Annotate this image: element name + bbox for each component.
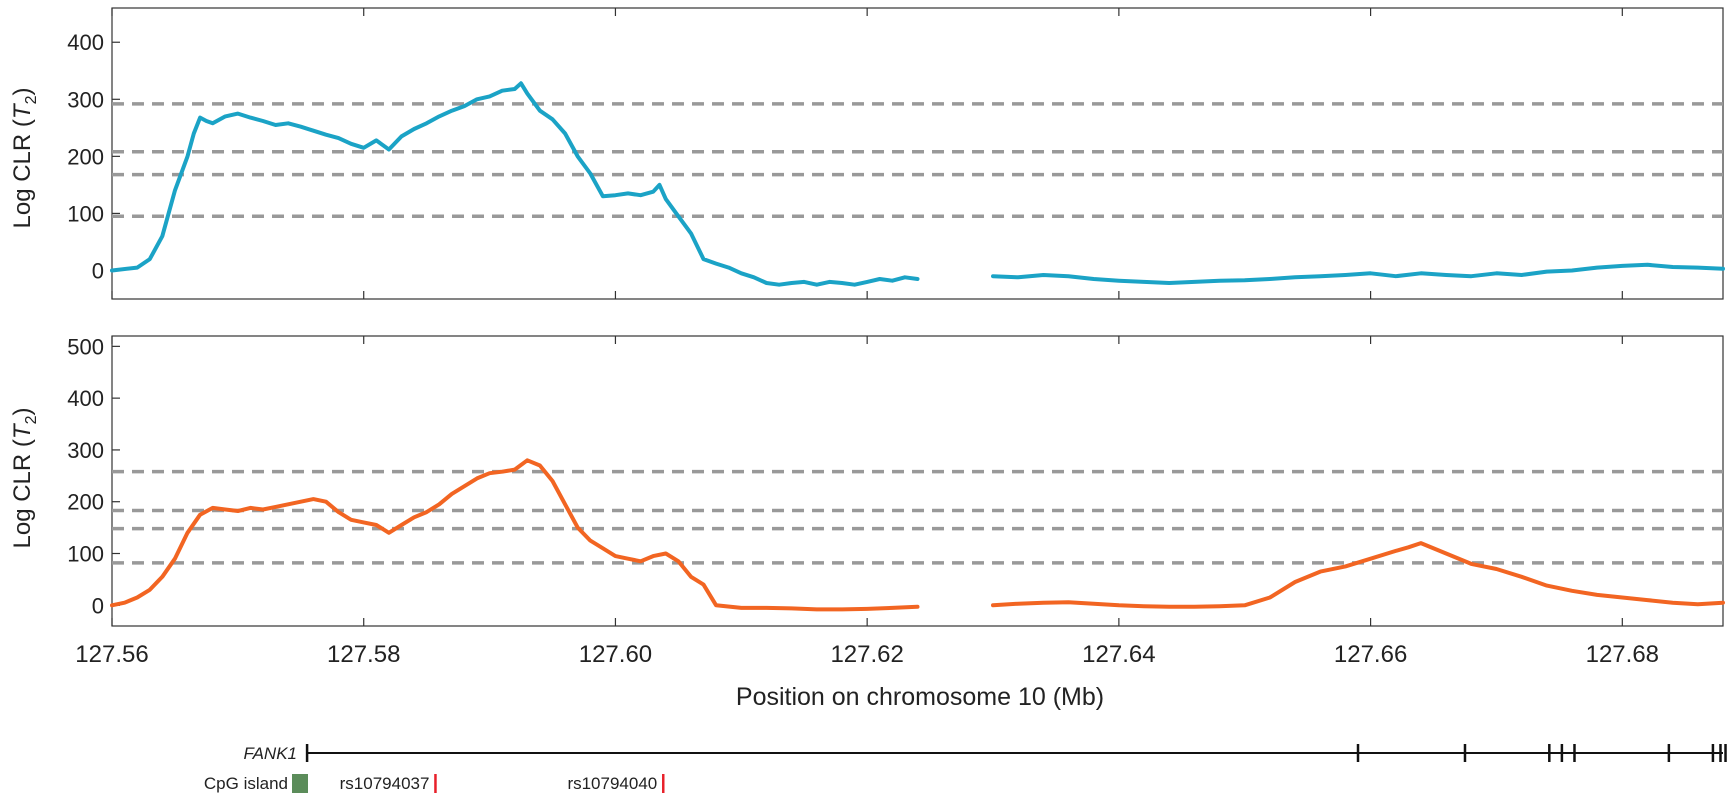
- x-tick-label: 127.56: [75, 641, 148, 668]
- top-y-tick-label: 200: [67, 144, 104, 169]
- top-y-tick-label: 400: [67, 30, 104, 55]
- x-tick-label: 127.62: [830, 641, 903, 668]
- bottom-y-tick-label: 100: [67, 542, 104, 567]
- top-y-ticks: 0 100 200 300 400: [67, 30, 120, 283]
- cpg-island-marker: [292, 774, 308, 793]
- bottom-y-ticks: 0 100 200 300 400 500: [67, 334, 120, 618]
- bottom-series-line-segment-0: [110, 458, 920, 612]
- x-tick-labels: 127.56 127.58 127.60 127.62 127.64 127.66 127.…: [75, 641, 1659, 668]
- top-panel: 0 100 200 300 400 Log CLR (T2): [9, 7, 1725, 300]
- bottom-y-tick-label: 500: [67, 334, 104, 359]
- bottom-y-tick-label: 400: [67, 386, 104, 411]
- top-y-label: Log CLR (T2): [9, 88, 40, 229]
- bottom-y-tick-label: 300: [67, 438, 104, 463]
- bottom-threshold-lines: [112, 469, 1723, 565]
- top-y-tick-label: 100: [67, 201, 104, 226]
- bottom-panel: 0 100 200 300 400 500 Log CLR (T2): [9, 334, 1725, 627]
- x-tick-label: 127.60: [579, 641, 652, 668]
- bottom-plot-frame: [111, 335, 1724, 627]
- x-tick-label: 127.66: [1334, 641, 1407, 668]
- bottom-series-line-segment-1: [991, 541, 1725, 609]
- top-y-tick-label: 0: [92, 258, 104, 283]
- bottom-y-label: Log CLR (T2): [9, 408, 40, 549]
- top-threshold-lines: [112, 102, 1723, 219]
- top-series-line-segment-0: [110, 81, 920, 287]
- gene-exons: [305, 744, 1727, 762]
- bottom-series: [110, 458, 1725, 612]
- top-series: [110, 81, 1725, 287]
- snp-label: rs10794040: [567, 774, 657, 793]
- bottom-y-tick-label: 200: [67, 490, 104, 515]
- x-tick-label: 127.58: [327, 641, 400, 668]
- x-tick-label: 127.68: [1586, 641, 1659, 668]
- x-tick-label: 127.64: [1082, 641, 1155, 668]
- top-series-line-segment-1: [991, 262, 1725, 285]
- bottom-y-tick-label: 0: [92, 593, 104, 618]
- snp-markers: rs10794037 rs10794040: [340, 774, 665, 793]
- top-x-ticks: [111, 8, 1623, 299]
- snp-label: rs10794037: [340, 774, 430, 793]
- bottom-x-ticks: [111, 336, 1623, 626]
- top-y-tick-label: 300: [67, 87, 104, 112]
- x-axis-label: Position on chromosome 10 (Mb): [736, 683, 1104, 711]
- cpg-island-label: CpG island: [204, 774, 288, 793]
- gene-name-label: FANK1: [243, 744, 297, 763]
- gene-track: FANK1 CpG island rs10794037 rs10794040: [204, 744, 1727, 793]
